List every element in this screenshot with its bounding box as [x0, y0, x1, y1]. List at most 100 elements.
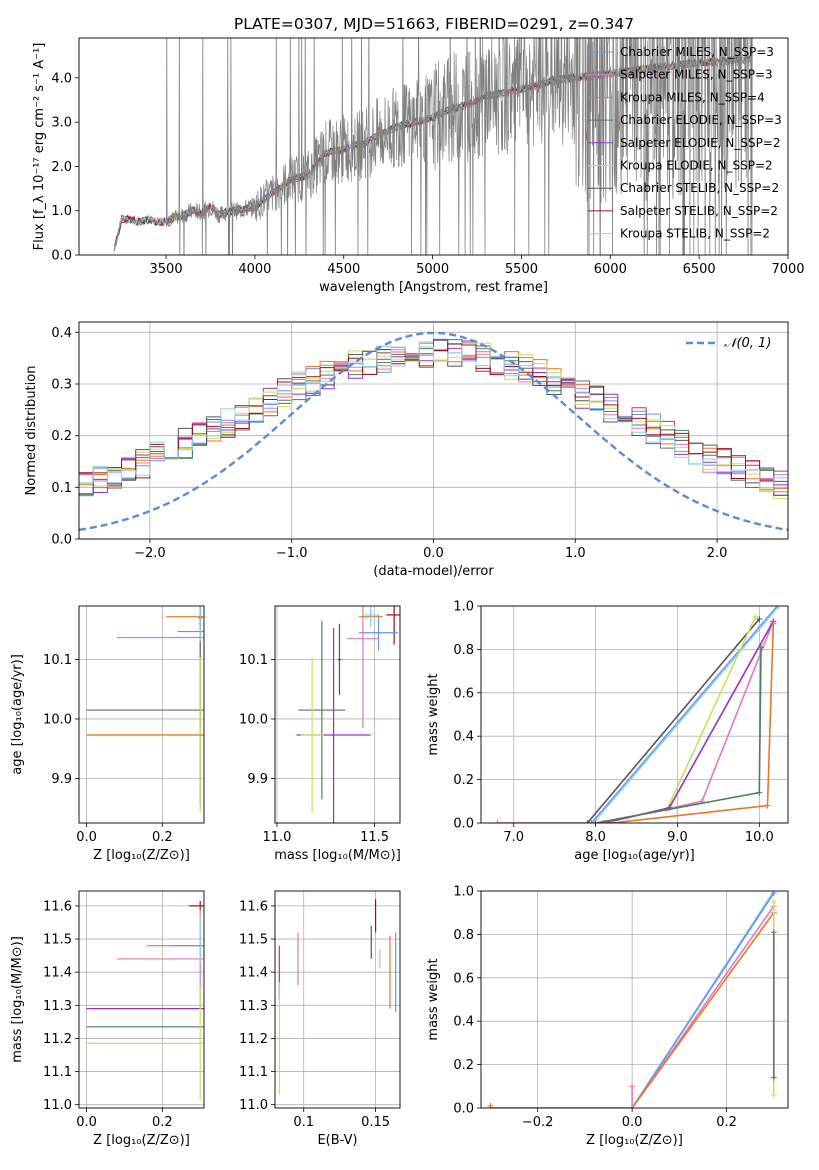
weight-marker — [590, 820, 597, 823]
x-tick-label: 1.0 — [565, 546, 586, 561]
x-tick-label: 0.1 — [293, 1115, 314, 1130]
ticks: 3500 4000 4500 5000 5500 6000 6500 7000 0.0 1.0 2.… — [51, 71, 804, 277]
panel-age-weight: 7.0 8.0 9.0 10.0 0.0 0.2 0.4 0.6 0.8 1.0 age [log₁… — [426, 600, 789, 863]
y-tick-label: 0.2 — [453, 1058, 474, 1073]
legend-label: Chabrier MILES, N_SSP=3 — [620, 45, 774, 59]
weight-marker — [770, 898, 777, 905]
weight-marker — [764, 802, 771, 809]
y-tick-label: 11.3 — [239, 999, 268, 1014]
legend-label: 𝒩(0, 1) — [724, 336, 771, 351]
panel-z-mass: 0.0 0.2 11.0 11.1 11.2 11.3 11.4 11.5 11.6 Z [log… — [10, 890, 205, 1148]
y-tick-label: 1.0 — [453, 885, 474, 900]
weight-line-salpeter-elodie — [603, 620, 774, 823]
weight-marker — [770, 929, 777, 936]
y-axis-label: Normed distribution — [24, 366, 39, 496]
axes-frame — [78, 37, 789, 256]
y-tick-label: 10.0 — [43, 712, 72, 727]
x-axis-label: (data-model)/error — [373, 564, 494, 579]
y-tick-label: 0.4 — [453, 730, 474, 745]
x-tick-label: 6000 — [594, 262, 627, 277]
ticks: 11.0 11.5 9.9 10.0 10.1 — [239, 653, 389, 845]
x-tick-label: 4000 — [238, 262, 271, 277]
x-tick-label: 7000 — [771, 262, 804, 277]
point-chabrier-stelib — [337, 623, 342, 696]
point-kroupa-elodie — [86, 987, 204, 1100]
weight-marker — [756, 616, 763, 623]
y-tick-label: 11.6 — [43, 899, 72, 914]
point-kroupa-stelib — [198, 915, 203, 963]
weight-marker — [756, 789, 763, 796]
point-salpeter-stelib — [386, 606, 400, 645]
legend-label: Chabrier STELIB, N_SSP=2 — [620, 181, 779, 195]
y-tick-label: 11.4 — [43, 966, 72, 981]
y-tick-label: 10.0 — [239, 712, 268, 727]
grid — [481, 890, 788, 1109]
y-axis-label: mass [log₁₀(M/M⊙)] — [10, 936, 25, 1063]
y-tick-label: 11.1 — [239, 1065, 268, 1080]
x-tick-label: 0.0 — [423, 546, 444, 561]
axes-frame — [480, 890, 789, 1109]
x-axis-label: E(B-V) — [317, 1133, 357, 1148]
weight-marker — [757, 644, 764, 651]
legend-label: Kroupa MILES, N_SSP=4 — [620, 90, 765, 104]
y-tick-label: 11.4 — [239, 966, 268, 981]
legend: Chabrier MILES, N_SSP=3 Salpeter MILES, N… — [588, 45, 782, 241]
y-axis-label: mass weight — [426, 958, 441, 1040]
weight-line-kroupa-stelib — [592, 606, 780, 823]
y-tick-label: 0.2 — [453, 773, 474, 788]
ticks: 0.1 0.15 11.0 11.1 11.2 11.3 11.4 11.5 11.6 — [239, 899, 390, 1130]
legend-label: Salpeter STELIB, N_SSP=2 — [620, 204, 778, 218]
y-tick-label: 0.0 — [51, 533, 72, 548]
marks — [113, 38, 753, 255]
x-tick-label: 0.0 — [76, 830, 97, 845]
figure-title: PLATE=0307, MJD=51663, FIBERID=0291, z=0… — [234, 15, 634, 33]
y-tick-label: 2.0 — [51, 160, 72, 175]
weight-marker — [584, 820, 591, 823]
y-tick-label: 10.1 — [43, 653, 72, 668]
axes-frame — [274, 605, 401, 824]
axes-frame — [480, 605, 789, 824]
x-tick-label: 0.2 — [716, 1115, 737, 1130]
marks — [86, 900, 204, 1100]
x-axis-label: Z [log₁₀(Z/Z⊙)] — [93, 1133, 190, 1148]
grid — [275, 606, 400, 823]
marks — [278, 899, 397, 1095]
x-tick-label: 0.15 — [361, 1115, 390, 1130]
x-axis-label: mass [log₁₀(M/M⊙)] — [274, 848, 401, 863]
y-tick-label: 11.3 — [43, 999, 72, 1014]
y-tick-label: 3.0 — [51, 116, 72, 131]
y-tick-label: 0.6 — [453, 686, 474, 701]
y-tick-label: 4.0 — [51, 71, 72, 86]
weight-line-kroupa-miles — [490, 912, 775, 1108]
axes-frame — [78, 605, 205, 824]
point-chabrier-miles — [358, 614, 399, 651]
y-tick-label: 11.6 — [239, 899, 268, 914]
data-spectrum-line — [113, 38, 753, 255]
y-tick-label: 0.0 — [453, 817, 474, 832]
gaussian-curve — [79, 331, 788, 532]
y-tick-label: 1.0 — [51, 204, 72, 219]
ticks: −0.2 0.0 0.2 0.0 0.2 0.4 0.6 0.8 1.0 — [453, 885, 737, 1131]
x-tick-label: 8.0 — [585, 830, 606, 845]
x-tick-label: 0.0 — [622, 1115, 643, 1130]
hist-kroupa-stelib — [79, 345, 788, 493]
weight-line-salpeter-miles — [603, 620, 775, 823]
weight-marker — [775, 606, 782, 609]
x-tick-label: 5500 — [505, 262, 538, 277]
x-tick-label: 7.0 — [503, 830, 524, 845]
weight-marker — [494, 820, 501, 823]
y-tick-label: 0.8 — [453, 928, 474, 943]
y-tick-label: 1.0 — [453, 600, 474, 615]
y-tick-label: 11.5 — [43, 933, 72, 948]
y-tick-label: 0.8 — [453, 643, 474, 658]
grid — [79, 891, 204, 1108]
y-tick-label: 11.2 — [43, 1032, 72, 1047]
x-tick-label: 4500 — [327, 262, 360, 277]
y-tick-label: 11.0 — [239, 1098, 268, 1113]
x-tick-label: 0.0 — [76, 1115, 97, 1130]
x-tick-label: 5000 — [416, 262, 449, 277]
panel-mass-age: 11.0 11.5 9.9 10.0 10.1 mass [log₁₀(M/M⊙)] — [239, 605, 401, 863]
marks — [487, 891, 777, 1108]
weight-marker — [588, 820, 595, 823]
